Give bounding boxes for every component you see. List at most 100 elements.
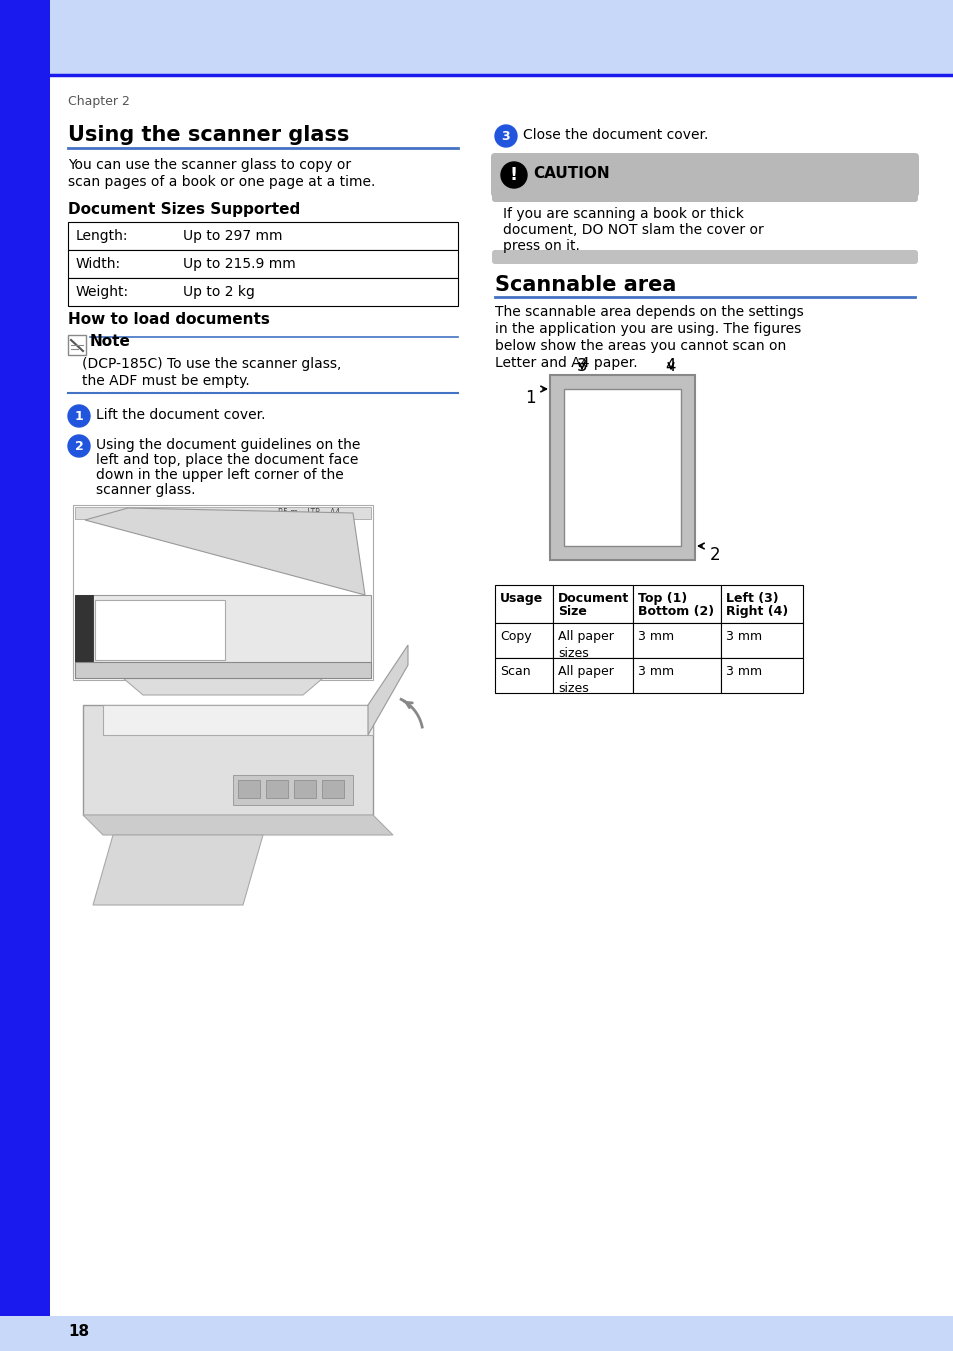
Text: Close the document cover.: Close the document cover.: [522, 128, 708, 142]
Bar: [553, 585, 633, 623]
Bar: [322, 780, 344, 798]
Bar: [495, 658, 553, 693]
Text: Scan: Scan: [499, 665, 530, 678]
Text: Up to 2 kg: Up to 2 kg: [183, 285, 254, 299]
Bar: [720, 585, 802, 623]
Bar: [266, 780, 288, 798]
Text: document, DO NOT slam the cover or: document, DO NOT slam the cover or: [502, 223, 763, 236]
Text: 2: 2: [709, 546, 720, 563]
Text: 4: 4: [665, 357, 676, 376]
Polygon shape: [83, 815, 393, 835]
FancyBboxPatch shape: [492, 190, 917, 203]
Bar: [294, 780, 315, 798]
Text: 3 mm: 3 mm: [638, 630, 674, 643]
Text: !: !: [510, 166, 517, 184]
Bar: [633, 623, 720, 658]
Text: 1: 1: [74, 409, 83, 423]
Text: How to load documents: How to load documents: [68, 312, 270, 327]
Bar: [68, 278, 457, 305]
Polygon shape: [85, 508, 365, 594]
Text: 3 mm: 3 mm: [638, 665, 674, 678]
FancyBboxPatch shape: [492, 250, 917, 263]
Text: Left (3): Left (3): [725, 592, 778, 605]
Polygon shape: [92, 835, 263, 905]
Text: Size: Size: [558, 605, 586, 617]
Text: Lift the document cover.: Lift the document cover.: [96, 408, 265, 422]
Text: Copy: Copy: [499, 630, 531, 643]
Bar: [75, 507, 371, 519]
Text: Top (1): Top (1): [638, 592, 686, 605]
Text: Right (4): Right (4): [725, 605, 787, 617]
Bar: [633, 658, 720, 693]
Text: Bottom (2): Bottom (2): [638, 605, 714, 617]
Text: Using the scanner glass: Using the scanner glass: [68, 126, 349, 145]
Text: The scannable area depends on the settings: The scannable area depends on the settin…: [495, 305, 803, 319]
Text: press on it.: press on it.: [502, 239, 579, 253]
Bar: [720, 658, 802, 693]
Text: Document Sizes Supported: Document Sizes Supported: [68, 203, 300, 218]
Text: left and top, place the document face: left and top, place the document face: [96, 453, 358, 467]
Bar: [720, 623, 802, 658]
Text: 3: 3: [576, 357, 587, 376]
FancyBboxPatch shape: [491, 153, 918, 197]
Bar: [95, 600, 225, 661]
Text: 3 mm: 3 mm: [725, 630, 761, 643]
Bar: [495, 585, 553, 623]
Text: Document: Document: [558, 592, 629, 605]
Bar: [0, 1316, 953, 1351]
Text: Usage: Usage: [499, 592, 542, 605]
Bar: [495, 623, 553, 658]
Bar: [68, 222, 457, 250]
Polygon shape: [83, 705, 373, 815]
Text: B5 m    LTR    A4: B5 m LTR A4: [277, 508, 340, 517]
Text: CAUTION: CAUTION: [533, 166, 609, 181]
Text: Width:: Width:: [76, 257, 121, 272]
Bar: [73, 505, 373, 680]
Circle shape: [68, 405, 90, 427]
Bar: [0, 0, 953, 76]
Bar: [233, 775, 353, 805]
Bar: [237, 780, 260, 798]
Bar: [75, 594, 371, 678]
Text: in the application you are using. The figures: in the application you are using. The fi…: [495, 322, 801, 336]
Text: 1: 1: [524, 389, 535, 407]
Bar: [563, 389, 680, 546]
Bar: [553, 658, 633, 693]
Text: If you are scanning a book or thick: If you are scanning a book or thick: [502, 207, 743, 222]
Bar: [75, 594, 92, 678]
Bar: [0, 0, 50, 76]
Text: You can use the scanner glass to copy or: You can use the scanner glass to copy or: [68, 158, 351, 172]
Text: Length:: Length:: [76, 230, 129, 243]
Bar: [633, 585, 720, 623]
Bar: [68, 335, 86, 355]
Text: Weight:: Weight:: [76, 285, 129, 299]
Text: 3: 3: [501, 130, 510, 142]
Text: Up to 297 mm: Up to 297 mm: [183, 230, 282, 243]
Text: (DCP-185C) To use the scanner glass,: (DCP-185C) To use the scanner glass,: [82, 357, 341, 372]
Circle shape: [495, 126, 517, 147]
Text: 18: 18: [68, 1324, 89, 1339]
Bar: [553, 623, 633, 658]
Text: below show the areas you cannot scan on: below show the areas you cannot scan on: [495, 339, 785, 353]
Text: 3 mm: 3 mm: [725, 665, 761, 678]
Bar: [68, 250, 457, 278]
Text: scan pages of a book or one page at a time.: scan pages of a book or one page at a ti…: [68, 176, 375, 189]
Polygon shape: [123, 678, 323, 694]
Text: the ADF must be empty.: the ADF must be empty.: [82, 374, 250, 388]
Text: Up to 215.9 mm: Up to 215.9 mm: [183, 257, 295, 272]
Text: Note: Note: [90, 334, 131, 349]
Text: Letter and A4 paper.: Letter and A4 paper.: [495, 357, 637, 370]
Text: Scannable area: Scannable area: [495, 276, 676, 295]
Text: Using the document guidelines on the: Using the document guidelines on the: [96, 438, 360, 453]
Bar: [0, 76, 50, 1316]
Text: scanner glass.: scanner glass.: [96, 484, 195, 497]
Circle shape: [500, 162, 526, 188]
Bar: [550, 376, 695, 561]
Text: All paper
sizes: All paper sizes: [558, 630, 613, 661]
Text: down in the upper left corner of the: down in the upper left corner of the: [96, 467, 343, 482]
Text: 2: 2: [74, 439, 83, 453]
Text: All paper
sizes: All paper sizes: [558, 665, 613, 694]
Circle shape: [68, 435, 90, 457]
Bar: [75, 662, 371, 678]
Polygon shape: [368, 644, 408, 735]
